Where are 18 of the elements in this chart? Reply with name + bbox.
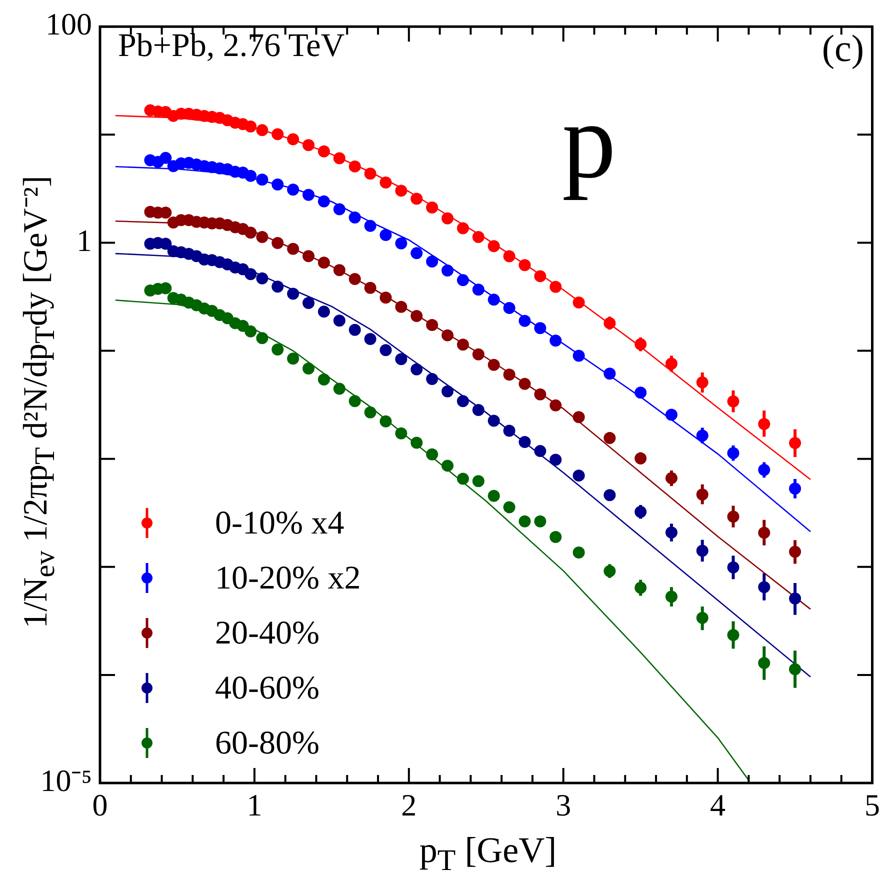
annotation: Pb+Pb, 2.76 TeV bbox=[118, 28, 345, 64]
x-tick-label: 0 bbox=[92, 788, 108, 823]
x-tick-label: 1 bbox=[246, 788, 262, 823]
y-tick-label: 1 bbox=[76, 222, 92, 258]
legend-label: 0-10% x4 bbox=[215, 506, 344, 542]
legend-label: 20-40% bbox=[215, 616, 320, 652]
x-tick-label: 2 bbox=[401, 788, 417, 823]
x-tick-label: 5 bbox=[864, 788, 880, 823]
y-tick-label: 100 bbox=[46, 6, 92, 42]
legend-label: 60-80% bbox=[215, 726, 320, 762]
x-tick-label: 4 bbox=[710, 788, 726, 823]
legend-label: 40-60% bbox=[215, 670, 320, 707]
legend-label: 10-20% x2 bbox=[215, 560, 361, 597]
x-axis-title: p$_{T}$ [GeV] bbox=[419, 830, 557, 878]
annotation: p bbox=[562, 82, 616, 201]
annotation: (c) bbox=[822, 28, 864, 70]
y-tick-label: 10⁻⁵ bbox=[40, 763, 92, 798]
x-tick-label: 3 bbox=[556, 788, 572, 823]
